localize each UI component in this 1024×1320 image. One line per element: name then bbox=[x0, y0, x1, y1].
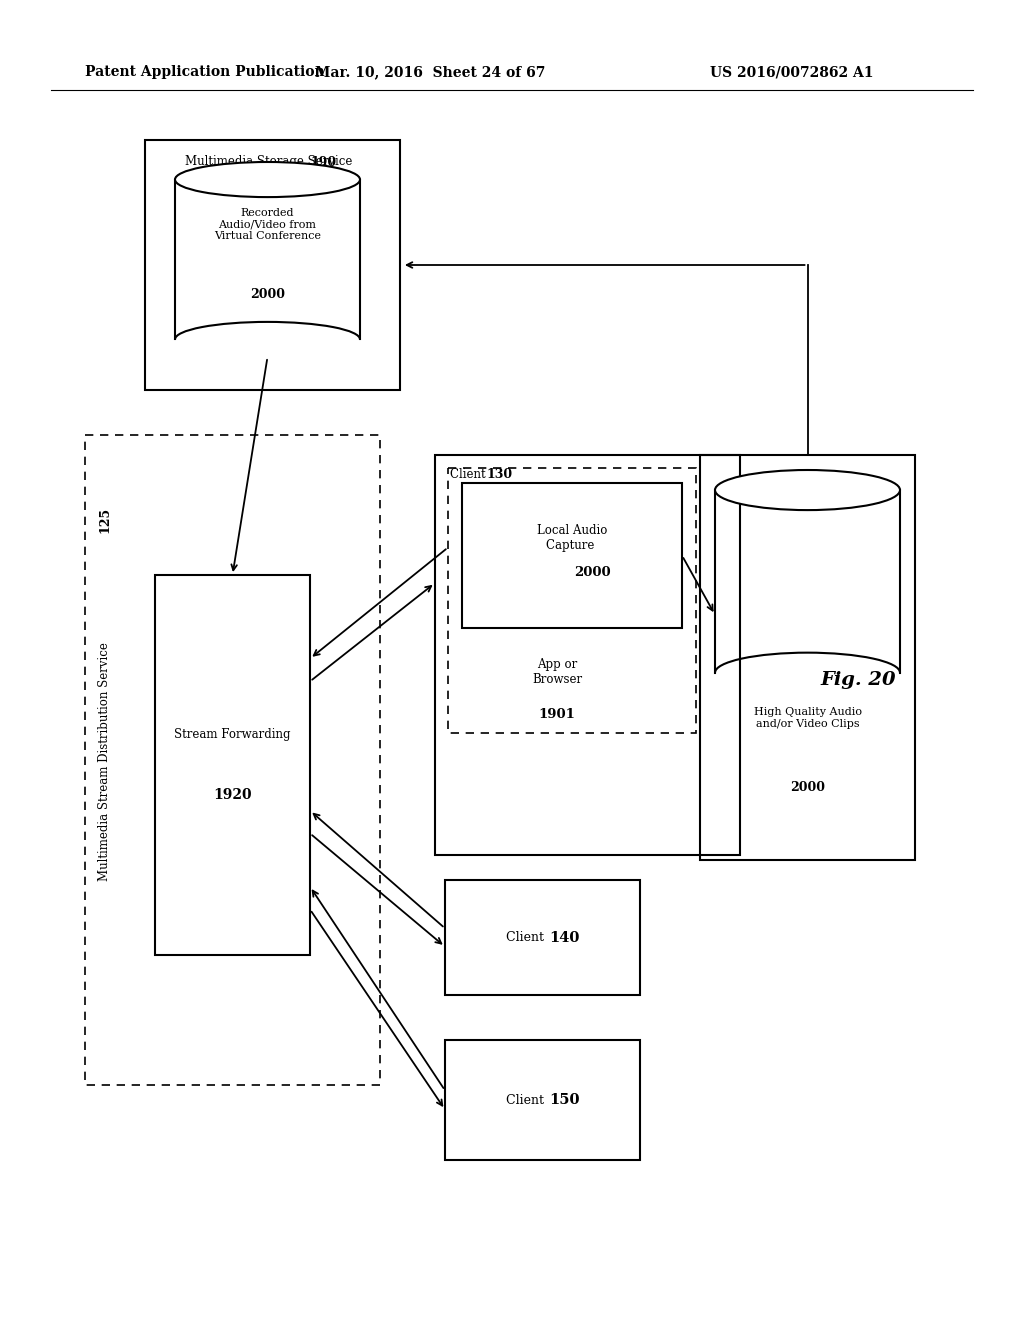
Text: Fig. 20: Fig. 20 bbox=[820, 671, 896, 689]
Bar bbox=[155, 576, 310, 954]
Bar bbox=[445, 1040, 640, 1160]
Text: US 2016/0072862 A1: US 2016/0072862 A1 bbox=[710, 65, 873, 79]
Text: 2000: 2000 bbox=[573, 566, 610, 579]
Ellipse shape bbox=[715, 470, 900, 510]
Text: Multimedia Storage Service: Multimedia Storage Service bbox=[185, 156, 360, 169]
Text: 125: 125 bbox=[98, 507, 112, 533]
Text: 1901: 1901 bbox=[539, 708, 575, 721]
Text: 140: 140 bbox=[549, 931, 580, 945]
Text: Client: Client bbox=[507, 931, 549, 944]
Text: 130: 130 bbox=[487, 469, 513, 482]
Text: Client: Client bbox=[450, 469, 489, 482]
Text: App or
Browser: App or Browser bbox=[531, 659, 582, 686]
Text: Mar. 10, 2016  Sheet 24 of 67: Mar. 10, 2016 Sheet 24 of 67 bbox=[314, 65, 545, 79]
Text: 2000: 2000 bbox=[790, 780, 825, 793]
Text: 2000: 2000 bbox=[250, 288, 285, 301]
Text: Client: Client bbox=[507, 1093, 549, 1106]
Text: Multimedia Stream Distribution Service: Multimedia Stream Distribution Service bbox=[98, 639, 112, 882]
Ellipse shape bbox=[175, 162, 360, 197]
Bar bbox=[700, 455, 915, 861]
Bar bbox=[445, 880, 640, 995]
Text: Stream Forwarding: Stream Forwarding bbox=[174, 729, 291, 741]
Bar bbox=[85, 436, 380, 1085]
Text: Local Audio
Capture: Local Audio Capture bbox=[537, 524, 607, 552]
Bar bbox=[435, 455, 740, 855]
Text: High Quality Audio
and/or Video Clips: High Quality Audio and/or Video Clips bbox=[754, 708, 861, 729]
Text: 190: 190 bbox=[310, 156, 337, 169]
Text: 150: 150 bbox=[549, 1093, 580, 1107]
Bar bbox=[449, 469, 696, 733]
Text: 1920: 1920 bbox=[213, 788, 252, 803]
Bar bbox=[462, 483, 682, 628]
Text: Recorded
Audio/Video from
Virtual Conference: Recorded Audio/Video from Virtual Confer… bbox=[214, 207, 321, 242]
Text: Patent Application Publication: Patent Application Publication bbox=[85, 65, 325, 79]
Bar bbox=[145, 140, 400, 389]
